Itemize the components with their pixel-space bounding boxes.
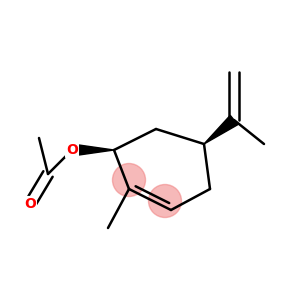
- Circle shape: [148, 184, 182, 218]
- Text: O: O: [66, 143, 78, 157]
- Text: O: O: [24, 197, 36, 211]
- Polygon shape: [204, 115, 238, 144]
- Polygon shape: [72, 144, 114, 156]
- Circle shape: [112, 164, 146, 196]
